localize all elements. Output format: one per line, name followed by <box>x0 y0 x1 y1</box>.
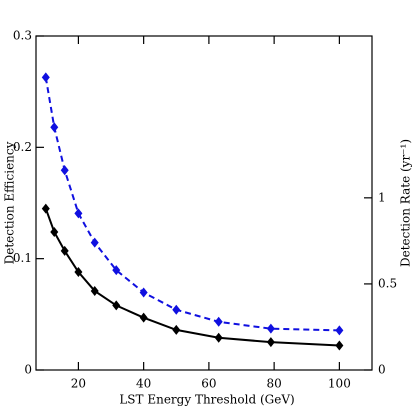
y2-tick-label: 1 <box>378 190 386 204</box>
x-tick-label: 60 <box>201 377 216 391</box>
marker <box>60 165 69 176</box>
y2-axis-label: Detection Rate (yr⁻¹) <box>399 139 413 267</box>
marker <box>50 122 59 133</box>
marker <box>112 265 121 276</box>
marker <box>266 323 275 334</box>
y-tick-label: 0.3 <box>13 29 32 43</box>
marker <box>172 324 181 335</box>
marker <box>74 267 83 278</box>
marker <box>74 208 83 219</box>
marker <box>50 226 59 237</box>
marker <box>41 203 50 214</box>
marker <box>335 340 344 351</box>
marker <box>266 337 275 348</box>
marker <box>41 72 50 83</box>
y-tick-label: 0.1 <box>13 251 32 265</box>
marker <box>214 332 223 343</box>
x-tick-label: 100 <box>328 377 351 391</box>
marker <box>214 316 223 327</box>
marker <box>335 325 344 336</box>
series-line <box>44 77 340 332</box>
marker <box>139 312 148 323</box>
x-tick-label: 20 <box>71 377 86 391</box>
marker <box>60 245 69 256</box>
x-axis-label: LST Energy Threshold (GeV) <box>119 393 294 407</box>
marker <box>139 287 148 298</box>
x-tick-label: 40 <box>136 377 151 391</box>
x-tick-label: 80 <box>266 377 281 391</box>
marker <box>90 285 99 296</box>
series-line <box>44 208 340 347</box>
y-tick-label: 0 <box>24 363 32 377</box>
marker <box>90 237 99 248</box>
y2-tick-label: 0 <box>378 363 386 377</box>
y2-tick-label: 0.5 <box>378 276 397 290</box>
marker <box>172 304 181 315</box>
marker <box>112 300 121 311</box>
y-axis-label: Detection Efficiency <box>3 141 17 264</box>
plot-frame <box>35 35 373 371</box>
y-tick-label: 0.2 <box>13 140 32 154</box>
